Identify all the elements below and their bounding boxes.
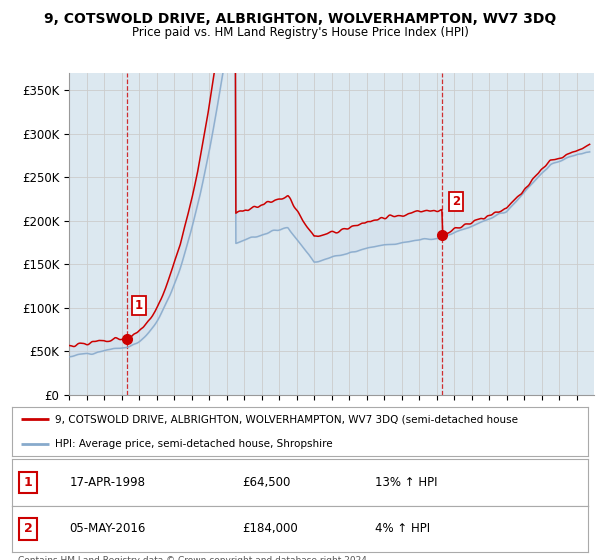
Text: 9, COTSWOLD DRIVE, ALBRIGHTON, WOLVERHAMPTON, WV7 3DQ (semi-detached house: 9, COTSWOLD DRIVE, ALBRIGHTON, WOLVERHAM… [55, 414, 518, 424]
Text: 05-MAY-2016: 05-MAY-2016 [70, 522, 146, 535]
Text: HPI: Average price, semi-detached house, Shropshire: HPI: Average price, semi-detached house,… [55, 439, 333, 449]
Text: 1: 1 [135, 299, 143, 312]
Text: Contains HM Land Registry data © Crown copyright and database right 2024.
This d: Contains HM Land Registry data © Crown c… [18, 556, 370, 560]
Text: 2: 2 [452, 195, 461, 208]
Text: 1: 1 [24, 476, 32, 489]
Text: £184,000: £184,000 [242, 522, 298, 535]
Text: 4% ↑ HPI: 4% ↑ HPI [375, 522, 430, 535]
Text: 9, COTSWOLD DRIVE, ALBRIGHTON, WOLVERHAMPTON, WV7 3DQ: 9, COTSWOLD DRIVE, ALBRIGHTON, WOLVERHAM… [44, 12, 556, 26]
Text: 2: 2 [24, 522, 32, 535]
Text: Price paid vs. HM Land Registry's House Price Index (HPI): Price paid vs. HM Land Registry's House … [131, 26, 469, 39]
Text: £64,500: £64,500 [242, 476, 291, 489]
Text: 17-APR-1998: 17-APR-1998 [70, 476, 146, 489]
Text: 13% ↑ HPI: 13% ↑ HPI [375, 476, 437, 489]
